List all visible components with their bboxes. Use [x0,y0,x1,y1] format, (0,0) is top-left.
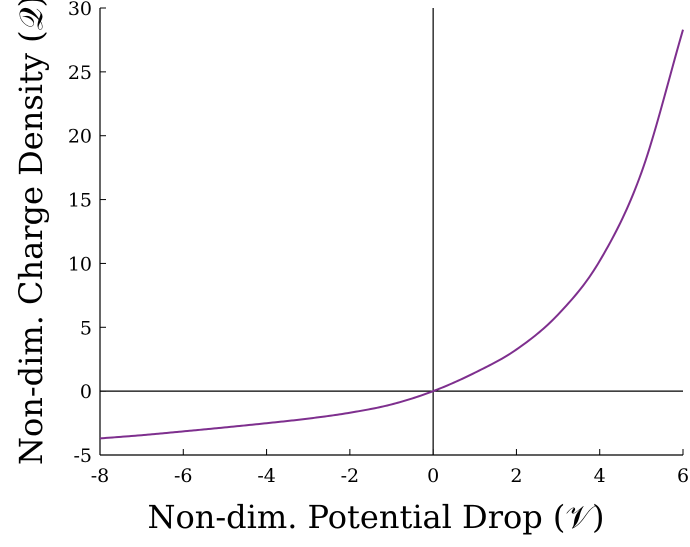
y-tick-label: 30 [68,0,92,20]
y-tick-label: -5 [73,445,92,467]
y-tick-label: 20 [68,126,92,148]
x-tick-label: 0 [427,465,439,487]
y-axis-label: Non-dim. Charge Density (𝒬) [12,0,50,465]
x-axis-label: Non-dim. Potential Drop (𝒱) [147,498,604,536]
x-tick-label: -6 [174,465,193,487]
x-tick-label: 6 [677,465,689,487]
x-tick-label: -8 [91,465,110,487]
series-line-1 [99,29,684,440]
x-tick-label: -2 [341,465,360,487]
series [99,29,684,440]
y-tick-label: 5 [80,317,92,339]
y-tick-label: 0 [80,381,92,403]
y-tick-label: 25 [68,62,92,84]
ticks: -8 -6 -4 -2 0 2 4 6 -5 0 5 10 15 20 25 30 [68,0,689,487]
x-tick-label: -4 [257,465,276,487]
axes [99,8,683,456]
x-tick-label: 4 [594,465,606,487]
x-tick-label: 2 [510,465,522,487]
y-tick-label: 15 [68,190,92,212]
y-tick-label: 10 [68,253,92,275]
